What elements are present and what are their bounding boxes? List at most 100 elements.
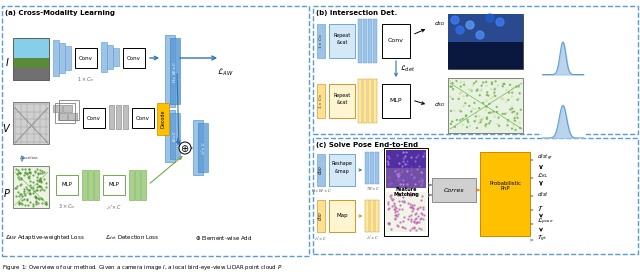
Point (390, 213, 400, 217)
Bar (448, 14, 523, 42)
Text: $1\times C_{in}$: $1\times C_{in}$ (317, 33, 325, 49)
Point (499, 82, 509, 86)
Bar (329, 154, 355, 186)
Point (498, 97, 508, 101)
Bar (432, 178, 476, 202)
Bar (13, 58, 49, 80)
Text: $\oplus$: $\oplus$ (180, 142, 189, 153)
Point (489, 90, 499, 95)
Point (25, 178, 35, 183)
Point (449, 108, 460, 113)
Point (26, 185, 36, 189)
Bar (368, 79, 372, 123)
Point (478, 101, 488, 105)
Bar (370, 152, 374, 184)
Point (16, 191, 26, 196)
Point (32, 167, 42, 171)
Point (482, 115, 492, 120)
Point (397, 225, 407, 229)
Point (464, 104, 474, 108)
Bar (13, 102, 49, 144)
Point (414, 225, 424, 230)
Text: $1\times C_{in}$: $1\times C_{in}$ (317, 93, 325, 109)
Point (486, 96, 496, 101)
Text: Corres: Corres (444, 187, 464, 192)
Point (393, 193, 403, 197)
Text: &cat: &cat (336, 41, 348, 46)
Point (472, 87, 483, 92)
Point (33, 201, 43, 205)
Point (28, 189, 38, 193)
Point (474, 121, 484, 125)
Text: Map: Map (336, 214, 348, 219)
Point (28, 203, 38, 208)
Point (22, 172, 32, 177)
Bar (193, 120, 203, 175)
Point (17, 201, 27, 206)
Point (513, 116, 523, 120)
Text: $\mathcal{N}\times C$: $\mathcal{N}\times C$ (314, 234, 328, 242)
Bar (109, 105, 114, 129)
Text: $dist$: $dist$ (537, 190, 549, 198)
Bar (317, 154, 325, 186)
Text: $T_W\times C$: $T_W\times C$ (365, 185, 380, 193)
Bar (373, 19, 377, 63)
Bar (123, 48, 145, 68)
Point (41, 185, 51, 189)
Point (393, 212, 403, 216)
Point (390, 205, 401, 210)
Text: (a) Cross-Modality Learning: (a) Cross-Modality Learning (5, 10, 115, 16)
Bar (358, 19, 362, 63)
Point (28, 191, 38, 195)
Point (15, 192, 25, 197)
Point (513, 96, 524, 101)
Bar (329, 200, 355, 232)
Point (445, 79, 456, 83)
Point (416, 197, 426, 202)
Point (484, 121, 494, 126)
Text: Conv: Conv (388, 38, 404, 44)
Point (384, 222, 394, 226)
Point (450, 125, 460, 129)
Point (13, 194, 24, 199)
Point (411, 216, 421, 221)
Bar (75, 48, 97, 68)
Point (415, 217, 425, 221)
Point (454, 108, 465, 113)
Point (498, 84, 508, 89)
Point (383, 207, 393, 211)
Point (456, 90, 466, 95)
Point (482, 93, 492, 97)
Point (503, 98, 513, 102)
Point (404, 192, 414, 197)
Point (395, 219, 405, 224)
Point (390, 208, 400, 213)
Point (477, 83, 487, 88)
Bar (313, 6, 638, 134)
Point (490, 86, 500, 91)
Text: (c) Solve Pose End-to-End: (c) Solve Pose End-to-End (316, 142, 418, 148)
Point (403, 201, 413, 206)
Bar (132, 108, 154, 128)
Point (490, 94, 500, 98)
Bar (382, 24, 410, 58)
Bar (165, 35, 175, 107)
Point (390, 216, 400, 221)
Bar (58, 113, 67, 120)
Point (415, 205, 425, 209)
Text: $B\times C$: $B\times C$ (172, 130, 179, 142)
Point (14, 200, 24, 204)
Bar (386, 150, 426, 188)
Point (403, 217, 413, 221)
Text: $\mathcal{N}\times C$: $\mathcal{N}\times C$ (367, 233, 380, 241)
Point (445, 94, 456, 99)
Bar (317, 84, 325, 118)
Point (508, 110, 518, 115)
Point (406, 226, 417, 230)
Point (409, 225, 419, 230)
Point (513, 84, 524, 89)
Bar (363, 79, 367, 123)
Bar (329, 84, 355, 118)
Point (484, 102, 495, 106)
Bar (59, 43, 65, 73)
